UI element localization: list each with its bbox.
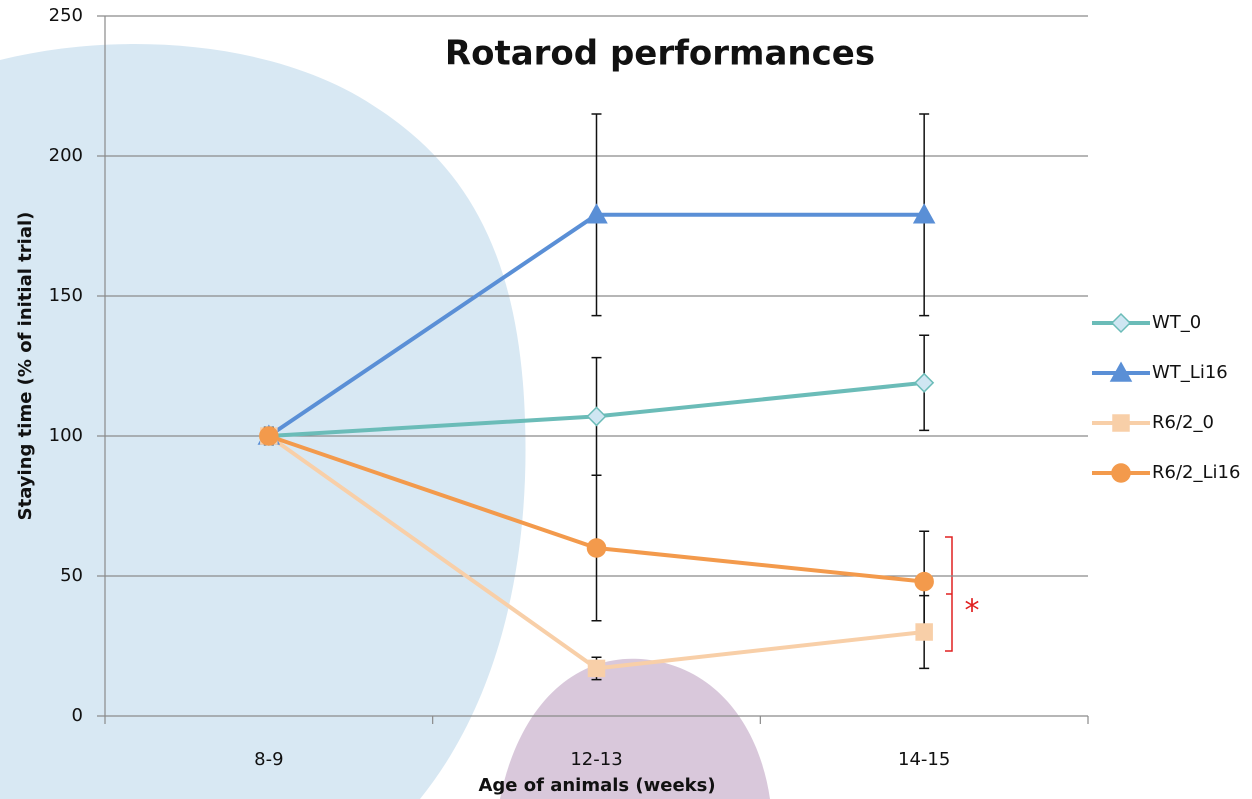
y-tick-label: 150 bbox=[49, 285, 83, 306]
significance-bracket bbox=[945, 537, 952, 651]
y-tick-label: 200 bbox=[49, 145, 83, 166]
x-tick-label: 12-13 bbox=[570, 749, 622, 770]
data-point bbox=[916, 624, 932, 640]
legend-label: R6/2_Li16 bbox=[1152, 462, 1240, 483]
data-point bbox=[589, 660, 605, 676]
data-point bbox=[588, 539, 606, 557]
legend-label: WT_0 bbox=[1152, 312, 1201, 333]
y-tick-label: 250 bbox=[49, 5, 83, 26]
y-tick-label: 50 bbox=[60, 565, 83, 586]
y-tick-label: 0 bbox=[72, 705, 83, 726]
y-tick-label: 100 bbox=[49, 425, 83, 446]
legend-label: WT_Li16 bbox=[1152, 362, 1228, 383]
y-axis-label: Staying time (% of initial trial) bbox=[15, 212, 36, 521]
data-point bbox=[260, 427, 278, 445]
chart: Rotarod performances Staying time (% of … bbox=[0, 0, 1252, 799]
data-point bbox=[588, 407, 606, 425]
legend-marker bbox=[1112, 314, 1130, 332]
legend-marker bbox=[1113, 415, 1129, 431]
x-tick-label: 14-15 bbox=[898, 749, 950, 770]
data-point bbox=[915, 374, 933, 392]
x-tick-label: 8-9 bbox=[254, 749, 283, 770]
legend-label: R6/2_0 bbox=[1152, 412, 1214, 433]
chart-title: Rotarod performances bbox=[445, 34, 875, 74]
legend-marker bbox=[1112, 464, 1130, 482]
data-point bbox=[915, 573, 933, 591]
x-axis-label: Age of animals (weeks) bbox=[478, 775, 715, 796]
annotation: * bbox=[965, 594, 980, 629]
